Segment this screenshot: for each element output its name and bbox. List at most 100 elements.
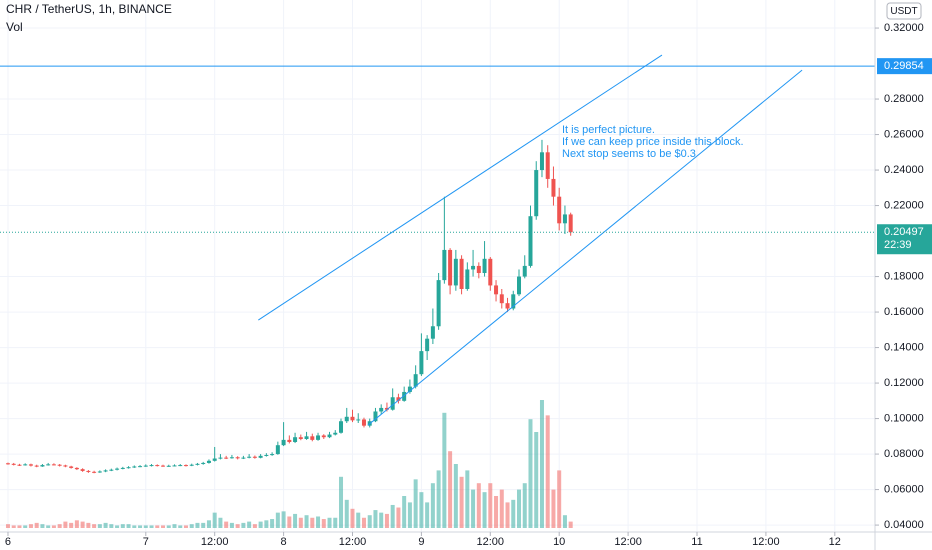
volume-bar <box>166 525 171 528</box>
candle-body <box>551 178 556 197</box>
candle-body <box>471 265 476 270</box>
candle-body <box>350 416 355 421</box>
candle-body <box>69 466 74 468</box>
volume-bar <box>310 517 315 528</box>
volume-bar <box>120 524 125 528</box>
candle-body <box>430 326 435 339</box>
volume-bar <box>149 525 154 528</box>
candle-body <box>287 439 292 443</box>
candle-body <box>63 465 68 467</box>
volume-label: Vol <box>6 20 23 34</box>
volume-bar <box>534 432 539 528</box>
x-tick-label: 12:00 <box>477 536 505 548</box>
candle-body <box>482 258 487 274</box>
x-tick-label: 12:00 <box>752 536 780 548</box>
candle-body <box>132 466 137 468</box>
x-tick-label: 9 <box>418 536 424 548</box>
volume-bar <box>402 496 407 528</box>
volume-bar <box>109 524 114 528</box>
candle-body <box>488 258 493 286</box>
candle-body <box>218 457 223 459</box>
annotation: Next stop seems to be $0.3 <box>562 148 696 160</box>
volume-bar <box>327 517 332 528</box>
candle-body <box>103 470 108 472</box>
candle-body <box>413 374 418 387</box>
candle-body <box>120 467 125 469</box>
volume-bar <box>275 512 280 528</box>
candle-body <box>74 467 79 470</box>
x-tick-label: 12 <box>829 536 841 548</box>
volume-bar <box>339 476 344 528</box>
candle-body <box>310 436 315 440</box>
y-tick-label: 0.10000 <box>884 412 924 424</box>
candle-body <box>46 464 51 466</box>
candle-body <box>92 471 97 473</box>
candle-body <box>258 455 263 458</box>
candle-body <box>247 456 252 458</box>
volume-bar <box>488 483 493 528</box>
candle-body <box>499 294 504 304</box>
volume-bar <box>528 419 533 528</box>
volume-bar <box>517 489 522 528</box>
volume-bar <box>396 507 401 528</box>
candle-body <box>476 265 481 274</box>
candle-body <box>28 464 33 466</box>
volume-bar <box>384 513 389 528</box>
candle-body <box>189 464 194 466</box>
candle-body <box>161 465 166 467</box>
y-tick-label: 0.28000 <box>884 93 924 105</box>
volume-bar <box>97 524 102 528</box>
candle-body <box>505 303 510 309</box>
volume-bar <box>57 524 62 528</box>
volume-bar <box>568 521 573 528</box>
x-tick-label: 12:00 <box>339 536 367 548</box>
candle-body <box>80 469 85 471</box>
volume-bar <box>270 519 275 528</box>
volume-bar <box>321 519 326 528</box>
candle-body <box>539 152 544 171</box>
candle-body <box>407 386 412 392</box>
candle-body <box>390 397 395 410</box>
candle-body <box>115 468 120 470</box>
candle-body <box>224 457 229 459</box>
y-tick-label: 0.24000 <box>884 164 924 176</box>
candle-body <box>333 432 338 435</box>
volume-bar <box>293 513 298 528</box>
candle-body <box>97 471 102 473</box>
volume-bar <box>218 517 223 528</box>
volume-bar <box>471 489 476 528</box>
volume-bar <box>511 499 516 528</box>
volume-bar <box>178 525 183 528</box>
candle-body <box>534 170 539 217</box>
volume-bar <box>499 489 504 528</box>
y-tick-label: 0.16000 <box>884 306 924 318</box>
candle-body <box>425 338 430 352</box>
candle-body <box>448 249 453 286</box>
last-price-label: 0.20497 <box>884 226 924 238</box>
currency[interactable]: USDT <box>890 6 917 17</box>
candle-body <box>293 437 298 443</box>
volume-bar <box>281 511 286 528</box>
volume-bar <box>551 489 556 528</box>
volume-bar <box>17 525 22 528</box>
volume-bar <box>448 451 453 528</box>
volume-bar <box>247 521 252 528</box>
candle-body <box>436 280 441 327</box>
candle-body <box>442 249 447 281</box>
volume-bar <box>28 524 33 528</box>
volume-bar <box>201 522 206 528</box>
volume-bar <box>350 508 355 528</box>
volume-bar <box>224 521 229 528</box>
volume-bar <box>23 525 28 528</box>
candle-body <box>178 465 183 467</box>
volume-bar <box>545 415 550 528</box>
candle-body <box>195 463 200 465</box>
volume-bar <box>390 504 395 528</box>
currency-box[interactable] <box>886 2 922 20</box>
last-price-box <box>877 224 932 255</box>
volume-bar <box>132 525 137 528</box>
volume-bar <box>344 499 349 528</box>
candle-body <box>252 456 257 458</box>
candle-body <box>459 258 464 289</box>
